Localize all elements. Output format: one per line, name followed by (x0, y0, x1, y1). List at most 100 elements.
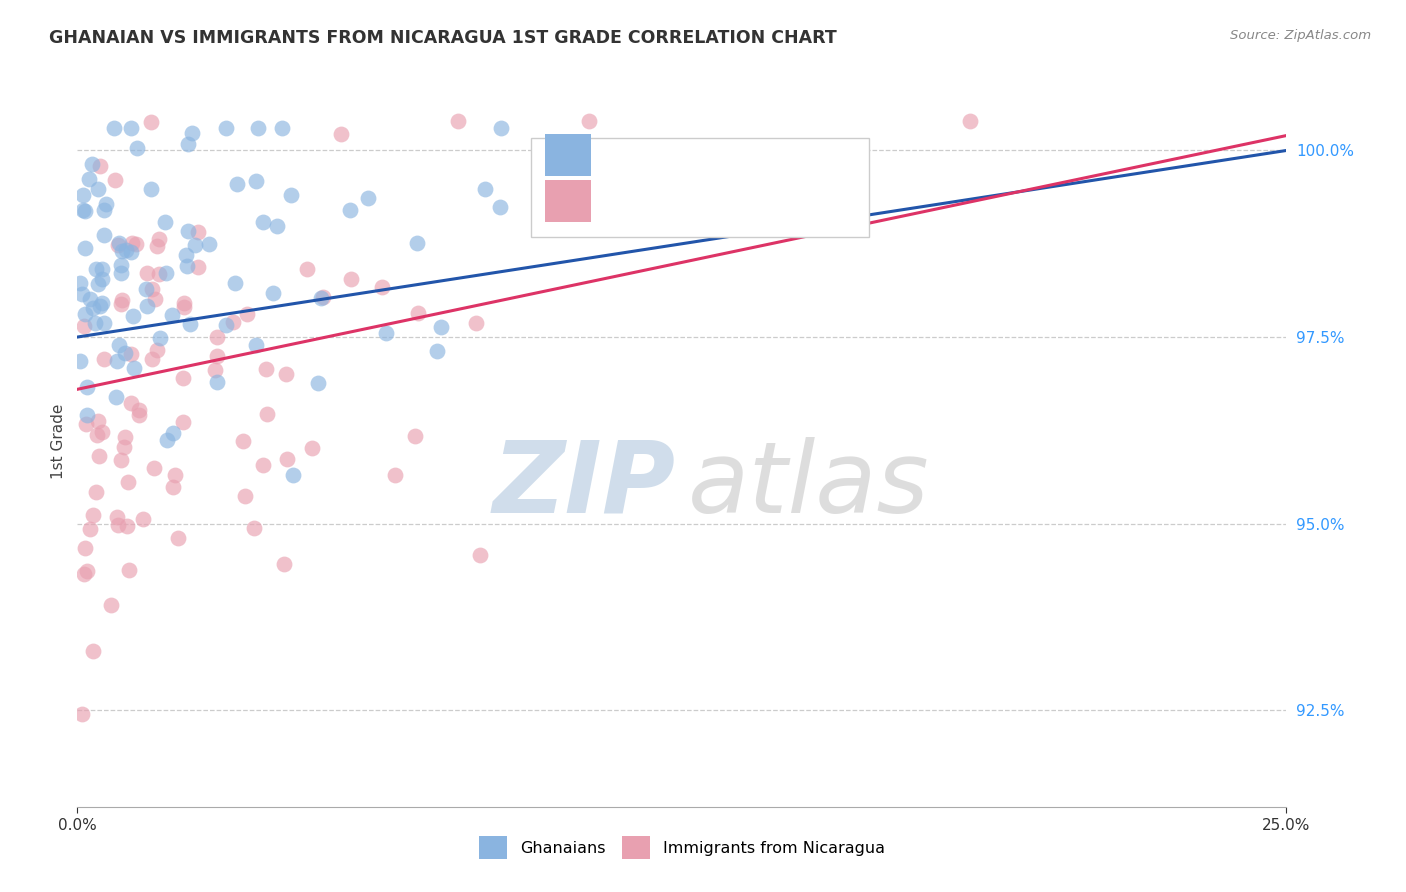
Point (89, 159, 111, 173)
Point (96, 197, 118, 211)
Point (117, 518, 139, 533)
Point (187, 225, 209, 239)
Point (143, 292, 166, 306)
Point (75, 203, 97, 218)
Point (197, 237, 219, 252)
Point (120, 347, 142, 361)
Point (135, 282, 157, 296)
Point (156, 433, 179, 447)
Point (232, 434, 254, 448)
Point (82, 301, 104, 315)
Point (105, 354, 128, 368)
Point (374, 326, 396, 341)
Point (488, 200, 510, 214)
Point (224, 277, 246, 291)
Point (245, 173, 267, 187)
Point (87, 449, 110, 463)
Text: GHANAIAN VS IMMIGRANTS FROM NICARAGUA 1ST GRADE CORRELATION CHART: GHANAIAN VS IMMIGRANTS FROM NICARAGUA 1S… (49, 29, 837, 46)
Point (371, 280, 394, 294)
Point (107, 518, 129, 533)
Point (103, 173, 125, 187)
Point (87, 277, 110, 291)
Text: R = 0.383   N = 83: R = 0.383 N = 83 (609, 187, 794, 205)
Point (108, 235, 131, 250)
Point (148, 267, 170, 281)
Point (204, 363, 226, 377)
Point (176, 259, 198, 273)
Point (72, 706, 94, 721)
Point (155, 266, 177, 280)
Point (128, 409, 150, 423)
Point (177, 136, 200, 151)
Point (184, 238, 207, 252)
Point (84, 261, 107, 276)
Point (162, 426, 184, 441)
Point (114, 345, 136, 359)
Point (110, 259, 132, 273)
Point (121, 309, 143, 323)
Point (125, 141, 148, 155)
Point (187, 260, 209, 274)
Point (262, 286, 284, 301)
Point (426, 343, 449, 358)
Point (406, 306, 429, 320)
Point (215, 121, 238, 136)
Point (86, 428, 108, 442)
Point (75, 541, 97, 555)
Point (73, 566, 96, 581)
Point (173, 296, 195, 310)
Point (405, 235, 427, 250)
Point (120, 121, 142, 136)
Point (104, 390, 127, 404)
Point (142, 461, 165, 475)
Point (252, 458, 274, 472)
Point (578, 113, 600, 128)
Point (108, 337, 131, 351)
Point (246, 121, 269, 136)
Point (276, 451, 298, 466)
Point (307, 376, 329, 390)
Point (128, 402, 150, 417)
Point (114, 430, 136, 444)
FancyBboxPatch shape (531, 138, 869, 236)
Point (75, 417, 97, 431)
Point (173, 300, 195, 314)
Point (90, 262, 112, 277)
Point (172, 371, 194, 385)
Point (82, 644, 104, 658)
Point (276, 367, 298, 381)
Point (312, 290, 335, 304)
Point (111, 293, 134, 307)
Point (139, 181, 162, 195)
Point (111, 244, 134, 258)
Point (266, 219, 288, 233)
Point (73, 241, 96, 255)
Point (77, 171, 100, 186)
Point (93, 227, 115, 242)
Text: atlas: atlas (688, 437, 929, 534)
Legend: Ghanaians, Immigrants from Nicaragua: Ghanaians, Immigrants from Nicaragua (472, 830, 891, 865)
Point (222, 315, 245, 329)
Point (148, 231, 170, 245)
Point (86, 414, 108, 428)
Point (93, 316, 115, 330)
Point (72, 187, 94, 202)
Point (120, 245, 142, 260)
Point (489, 121, 512, 136)
Point (76, 564, 98, 578)
Point (110, 296, 132, 310)
Point (93, 352, 115, 367)
Point (82, 157, 104, 171)
Point (384, 467, 406, 482)
Point (105, 509, 128, 524)
Point (141, 114, 163, 128)
Point (75, 307, 97, 321)
Point (69, 353, 91, 368)
Point (174, 247, 197, 261)
Point (205, 349, 228, 363)
Point (91, 272, 114, 286)
Point (179, 317, 201, 331)
Point (959, 113, 981, 128)
Point (309, 291, 332, 305)
Point (115, 243, 138, 257)
